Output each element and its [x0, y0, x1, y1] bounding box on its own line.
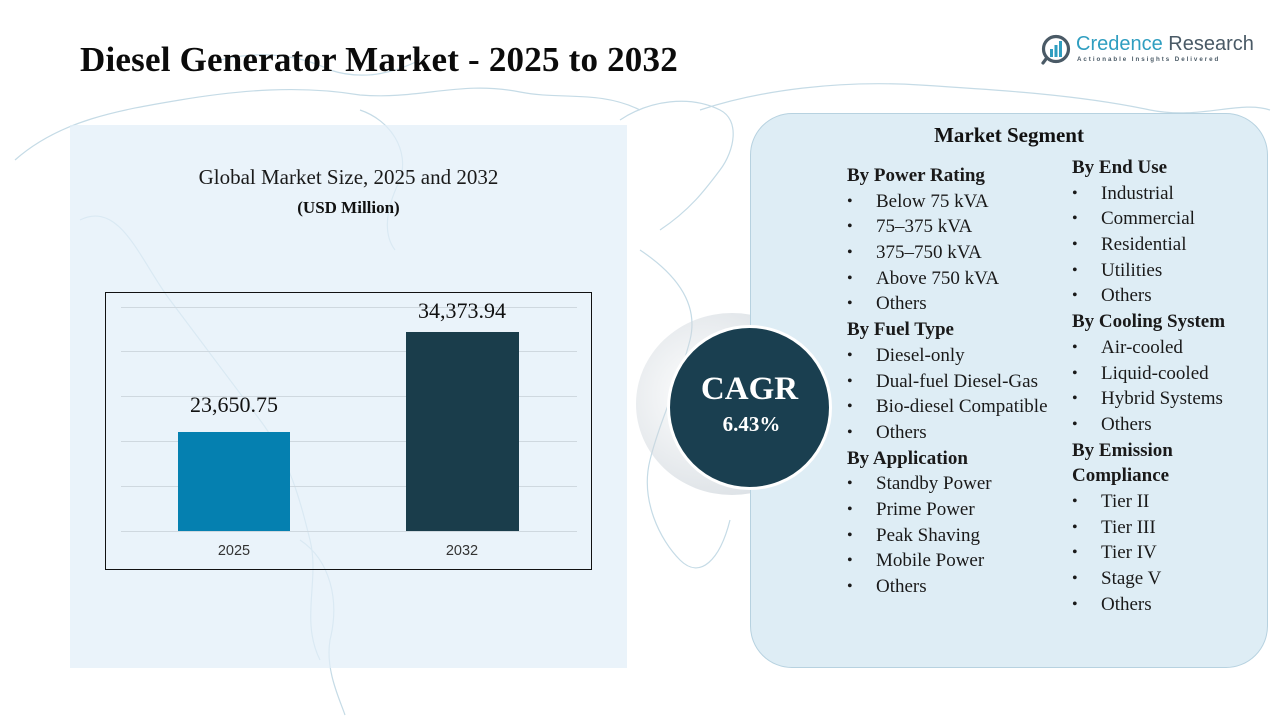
segment-column-1: By Power Rating • Below 75 kVA • 75–375 kV… — [847, 163, 1048, 600]
list-item: • Others — [847, 291, 1048, 317]
list-item: • Others — [1072, 412, 1225, 438]
bar-chart: 23,650.75 34,373.94 2025 2032 — [105, 292, 592, 570]
bullet-icon: • — [1072, 570, 1078, 587]
group-title-emission-compliance-line1: By Emission — [1072, 439, 1173, 461]
bullet-icon: • — [847, 526, 853, 544]
group-title-cooling-system: By Cooling System — [1072, 311, 1226, 333]
list-item: • Bio-diesel Compatible — [847, 394, 1048, 420]
gridline — [121, 307, 577, 308]
list-item: • Others — [1072, 283, 1225, 309]
cagr-label: CAGR — [700, 370, 799, 407]
list-item: • Tier IV — [1072, 540, 1225, 566]
bullet-icon: • — [847, 552, 853, 570]
bullet-icon: • — [847, 269, 853, 287]
list-item: • 75–375 kVA — [847, 214, 1048, 240]
x-tick-2032: 2032 — [445, 543, 479, 559]
bullet-icon: • — [1072, 415, 1078, 433]
bullet-icon: • — [1072, 236, 1078, 254]
cagr-badge: CAGR 6.43% — [667, 325, 832, 490]
logo-name: Credence Research — [1076, 33, 1254, 56]
bullet-icon: • — [1072, 544, 1078, 562]
bullet-icon: • — [847, 192, 853, 210]
list-item: • Above 750 kVA — [847, 266, 1048, 292]
bullet-icon: • — [1072, 210, 1078, 228]
segment-title: Market Segment — [934, 123, 1084, 147]
gridline — [121, 396, 577, 397]
chart-unit: (USD Million) — [297, 198, 400, 217]
list-item: • Commercial — [1072, 206, 1225, 232]
bullet-icon: • — [1072, 261, 1078, 279]
bullet-icon: • — [1072, 518, 1078, 536]
bar-2032 — [406, 332, 519, 531]
bullet-icon: • — [1072, 390, 1078, 408]
group-title-fuel-type: By Fuel Type — [847, 319, 954, 341]
list-item: • Dual-fuel Diesel-Gas — [847, 369, 1048, 395]
list-item: • Tier II — [1072, 489, 1225, 515]
bullet-icon: • — [847, 346, 853, 364]
list-item: • Mobile Power — [847, 548, 1048, 574]
bullet-icon: • — [847, 398, 853, 416]
group-title-application: By Application — [847, 447, 968, 469]
market-segment-panel — [750, 113, 1268, 668]
segment-column-2: By End Use • Industrial • Commercial • Resi… — [1072, 155, 1225, 617]
group-title-power-rating: By Power Rating — [847, 165, 985, 186]
list-item: • Industrial — [1072, 181, 1225, 207]
bullet-icon: • — [847, 295, 853, 313]
group-title-end-use: By End Use — [1072, 157, 1168, 178]
bullet-icon: • — [1072, 492, 1078, 510]
list-item: • Others — [1072, 592, 1225, 618]
list-item: • Below 75 kVA — [847, 189, 1048, 215]
list-item: • Peak Shaving — [847, 523, 1048, 549]
bar-value-2025: 23,650.75 — [190, 392, 278, 417]
chart-title: Global Market Size, 2025 and 2032 — [198, 165, 499, 189]
gridline — [121, 351, 577, 352]
list-item: • Diesel-only — [847, 343, 1048, 369]
bullet-icon: • — [1072, 338, 1078, 356]
list-item: • 375–750 kVA — [847, 240, 1048, 266]
list-item: • Hybrid Systems — [1072, 386, 1225, 412]
list-item: • Standby Power — [847, 471, 1048, 497]
bullet-icon: • — [847, 578, 853, 595]
cagr-value: 6.43% — [722, 411, 781, 436]
logo-tagline: Actionable Insights Delivered — [1077, 56, 1221, 63]
page-title: Diesel Generator Market - 2025 to 2032 — [80, 40, 678, 79]
bullet-icon: • — [847, 500, 853, 518]
chart-magnifier-icon — [1041, 34, 1071, 65]
gridline — [121, 486, 577, 487]
logo-name-part1: Credence — [1076, 33, 1163, 55]
list-item: • Utilities — [1072, 258, 1225, 284]
bullet-icon: • — [1072, 364, 1078, 382]
list-item: • Residential — [1072, 232, 1225, 258]
list-item: • Others — [847, 574, 1048, 600]
bullet-icon: • — [847, 218, 853, 236]
bullet-icon: • — [847, 475, 853, 493]
list-item: • Air-cooled — [1072, 335, 1225, 361]
list-item: • Liquid-cooled — [1072, 361, 1225, 387]
list-item: • Stage V — [1072, 566, 1225, 592]
bullet-icon: • — [1072, 595, 1078, 613]
list-item: • Prime Power — [847, 497, 1048, 523]
list-item: • Tier III — [1072, 515, 1225, 541]
group-title-emission-compliance-line2: Compliance — [1072, 465, 1170, 487]
gridline — [121, 531, 577, 532]
bar-2025 — [178, 432, 290, 531]
bullet-icon: • — [1072, 184, 1078, 202]
bar-value-2032: 34,373.94 — [418, 298, 506, 323]
bullet-icon: • — [1072, 287, 1078, 305]
logo-name-part2: Research — [1168, 33, 1254, 55]
company-logo: Credence Research Actionable Insights De… — [1040, 33, 1255, 69]
gridline — [121, 441, 577, 442]
bullet-icon: • — [847, 423, 853, 441]
list-item: • Others — [847, 420, 1048, 446]
bullet-icon: • — [847, 372, 853, 390]
x-tick-2025: 2025 — [217, 543, 251, 559]
bullet-icon: • — [847, 244, 853, 262]
